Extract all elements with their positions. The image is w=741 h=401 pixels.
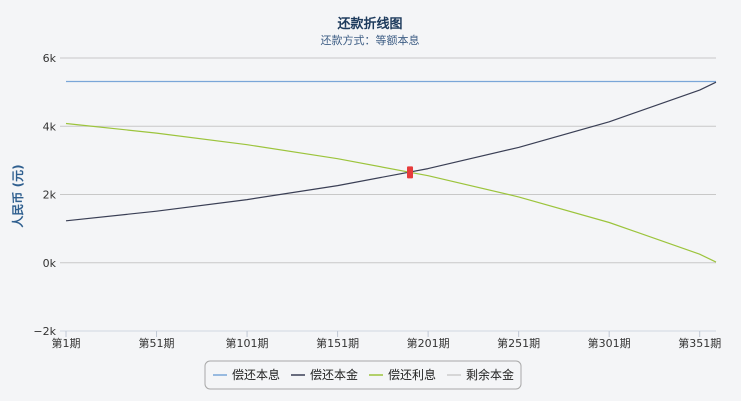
hover-markers bbox=[407, 166, 414, 179]
y-axis-title: 人民币 (元) bbox=[10, 164, 25, 227]
hover-marker[interactable] bbox=[407, 166, 414, 179]
chart-title: 还款折线图 bbox=[336, 16, 402, 32]
axis-ticks: −2k 0k 2k 4k 6k 第1期 第51期 第101期 第151期 第201期 第251期 第3… bbox=[33, 52, 721, 350]
x-tick-label: 第51期 bbox=[139, 336, 175, 350]
series-lines bbox=[65, 80, 717, 263]
y-tick-label: 0k bbox=[43, 257, 57, 270]
x-tick-label: 第351期 bbox=[678, 336, 721, 350]
legend-label: 偿还利息 bbox=[388, 367, 436, 382]
legend-item-偿还利息[interactable]: 偿还利息 bbox=[369, 367, 436, 382]
y-tick-label: 6k bbox=[43, 52, 57, 65]
legend: 偿还本息 偿还本金 偿还利息 剩余本金 bbox=[204, 360, 522, 390]
y-tick-label: 4k bbox=[43, 120, 57, 133]
series-line-偿还本金[interactable] bbox=[65, 81, 717, 222]
chart-subtitle: 还款方式：等额本息 bbox=[321, 33, 420, 47]
legend-label: 剩余本金 bbox=[466, 367, 514, 382]
x-tick-label: 第101期 bbox=[226, 336, 269, 350]
grid-lines bbox=[60, 57, 716, 332]
legend-item-偿还本息[interactable]: 偿还本息 bbox=[213, 367, 280, 382]
x-tick-label: 第301期 bbox=[588, 336, 631, 350]
y-tick-label: 2k bbox=[43, 189, 57, 202]
x-tick-label: 第201期 bbox=[407, 336, 450, 350]
series-line-偿还利息[interactable] bbox=[65, 122, 717, 263]
legend-item-偿还本金[interactable]: 偿还本金 bbox=[291, 367, 358, 382]
legend-item-剩余本金[interactable]: 剩余本金 bbox=[447, 367, 514, 382]
y-tick-label: −2k bbox=[33, 325, 56, 338]
x-tick-label: 第251期 bbox=[497, 336, 540, 350]
legend-label: 偿还本息 bbox=[232, 367, 280, 382]
legend-box bbox=[204, 360, 522, 390]
x-tick-label: 第151期 bbox=[316, 336, 359, 350]
legend-label: 偿还本金 bbox=[310, 367, 358, 382]
x-tick-label: 第1期 bbox=[52, 336, 81, 350]
